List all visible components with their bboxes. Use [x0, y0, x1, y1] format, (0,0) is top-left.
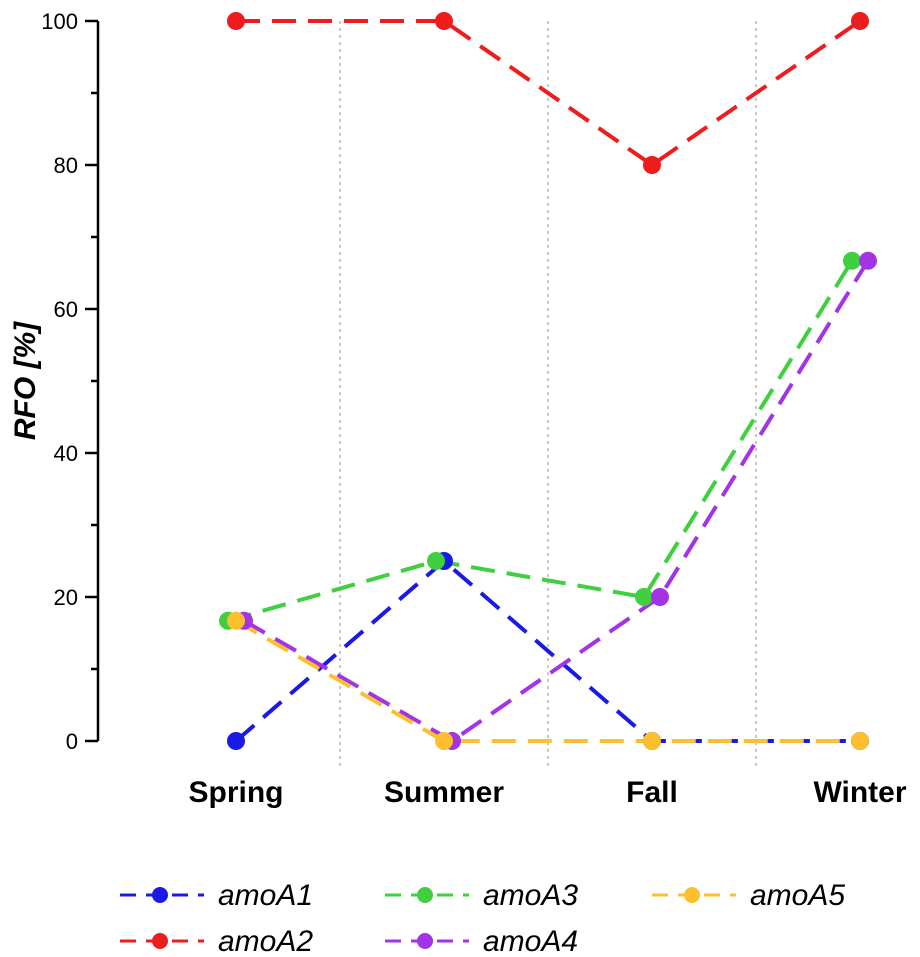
- data-point-amoA2-spring: [227, 12, 245, 30]
- data-point-amoA3-fall: [635, 588, 653, 606]
- legend-item-amoA3: amoA3: [385, 879, 578, 912]
- data-point-amoA3-summer: [427, 552, 445, 570]
- x-category-label-spring: Spring: [189, 776, 284, 809]
- y-axis: 0 20 40 60 80 100: [41, 9, 100, 754]
- data-point-amoA2-summer: [435, 12, 453, 30]
- data-point-amoA5-winter: [851, 732, 869, 750]
- y-tick-label: 60: [54, 297, 78, 322]
- legend-label: amoA1: [218, 879, 313, 912]
- legend-label: amoA2: [218, 925, 313, 957]
- series-points: [219, 12, 877, 750]
- data-point-amoA5-spring: [227, 611, 245, 630]
- x-category-label-summer: Summer: [384, 776, 504, 809]
- data-point-amoA5-fall: [643, 732, 661, 750]
- legend-swatch-marker: [417, 887, 433, 903]
- y-tick-label: 80: [54, 153, 78, 178]
- legend-swatch-marker: [152, 887, 168, 903]
- legend-label: amoA5: [750, 879, 845, 912]
- series-line-amoA5: [234, 619, 860, 743]
- data-point-amoA1-spring: [227, 732, 245, 750]
- legend-item-amoA5: amoA5: [652, 879, 845, 912]
- legend-swatch-marker: [417, 933, 433, 949]
- category-separators: [339, 21, 757, 770]
- y-tick-label: 20: [54, 585, 78, 610]
- legend-label: amoA4: [483, 925, 578, 957]
- legend-item-amoA1: amoA1: [120, 879, 313, 912]
- legend: amoA1 amoA2 amoA3 amoA4 amoA5: [120, 879, 845, 957]
- data-point-amoA5-summer: [435, 732, 453, 750]
- y-axis-title: RFO [%]: [9, 321, 42, 440]
- data-point-amoA2-fall: [643, 156, 661, 174]
- x-axis-category-labels: Spring Summer Fall Winter: [189, 776, 907, 809]
- data-point-amoA3-winter: [843, 251, 861, 270]
- series-line-amoA2: [236, 19, 862, 167]
- y-tick-label: 40: [54, 441, 78, 466]
- series-line-amoA3: [227, 259, 854, 623]
- data-point-amoA4-winter: [859, 251, 877, 270]
- legend-item-amoA2: amoA2: [120, 925, 313, 957]
- y-tick-label: 100: [41, 9, 78, 34]
- series-line-amoA4: [242, 259, 870, 743]
- series-lines: [227, 19, 870, 743]
- data-point-amoA4-fall: [651, 588, 669, 606]
- x-category-label-fall: Fall: [626, 776, 678, 809]
- data-point-amoA2-winter: [851, 12, 869, 30]
- legend-swatch-marker: [152, 933, 168, 949]
- legend-item-amoA4: amoA4: [385, 925, 578, 957]
- x-category-label-winter: Winter: [813, 776, 906, 809]
- legend-swatch-marker: [684, 887, 700, 903]
- y-tick-label: 0: [66, 729, 78, 754]
- legend-label: amoA3: [483, 879, 578, 912]
